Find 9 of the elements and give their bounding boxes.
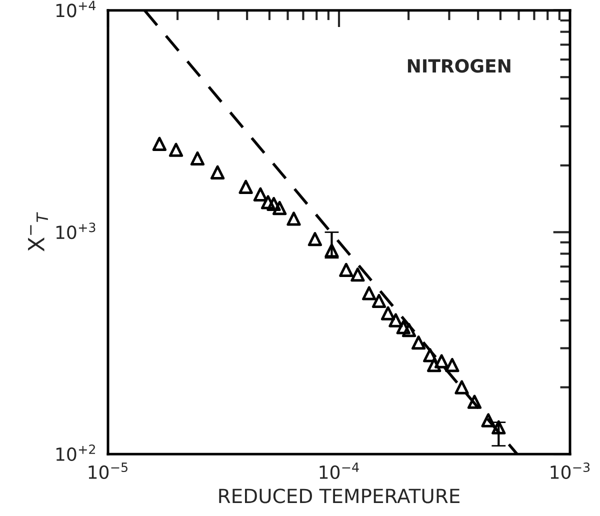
- x-axis-title: REDUCED TEMPERATURE: [219, 488, 460, 504]
- y-tick-label: 10$^{+3}$: [56, 222, 96, 240]
- annotation: NITROGEN: [408, 59, 510, 73]
- y-tick-label: 10$^{+4}$: [56, 0, 96, 18]
- y-axis-title: X$^{−}$$_{T}$: [28, 212, 48, 252]
- y-tick-label: 10$^{+2}$: [56, 444, 95, 462]
- x-tick-label: 10$^{−5}$: [88, 462, 128, 480]
- x-tick-label: 10$^{−3}$: [550, 462, 590, 480]
- x-tick-label: 10$^{−4}$: [320, 462, 359, 480]
